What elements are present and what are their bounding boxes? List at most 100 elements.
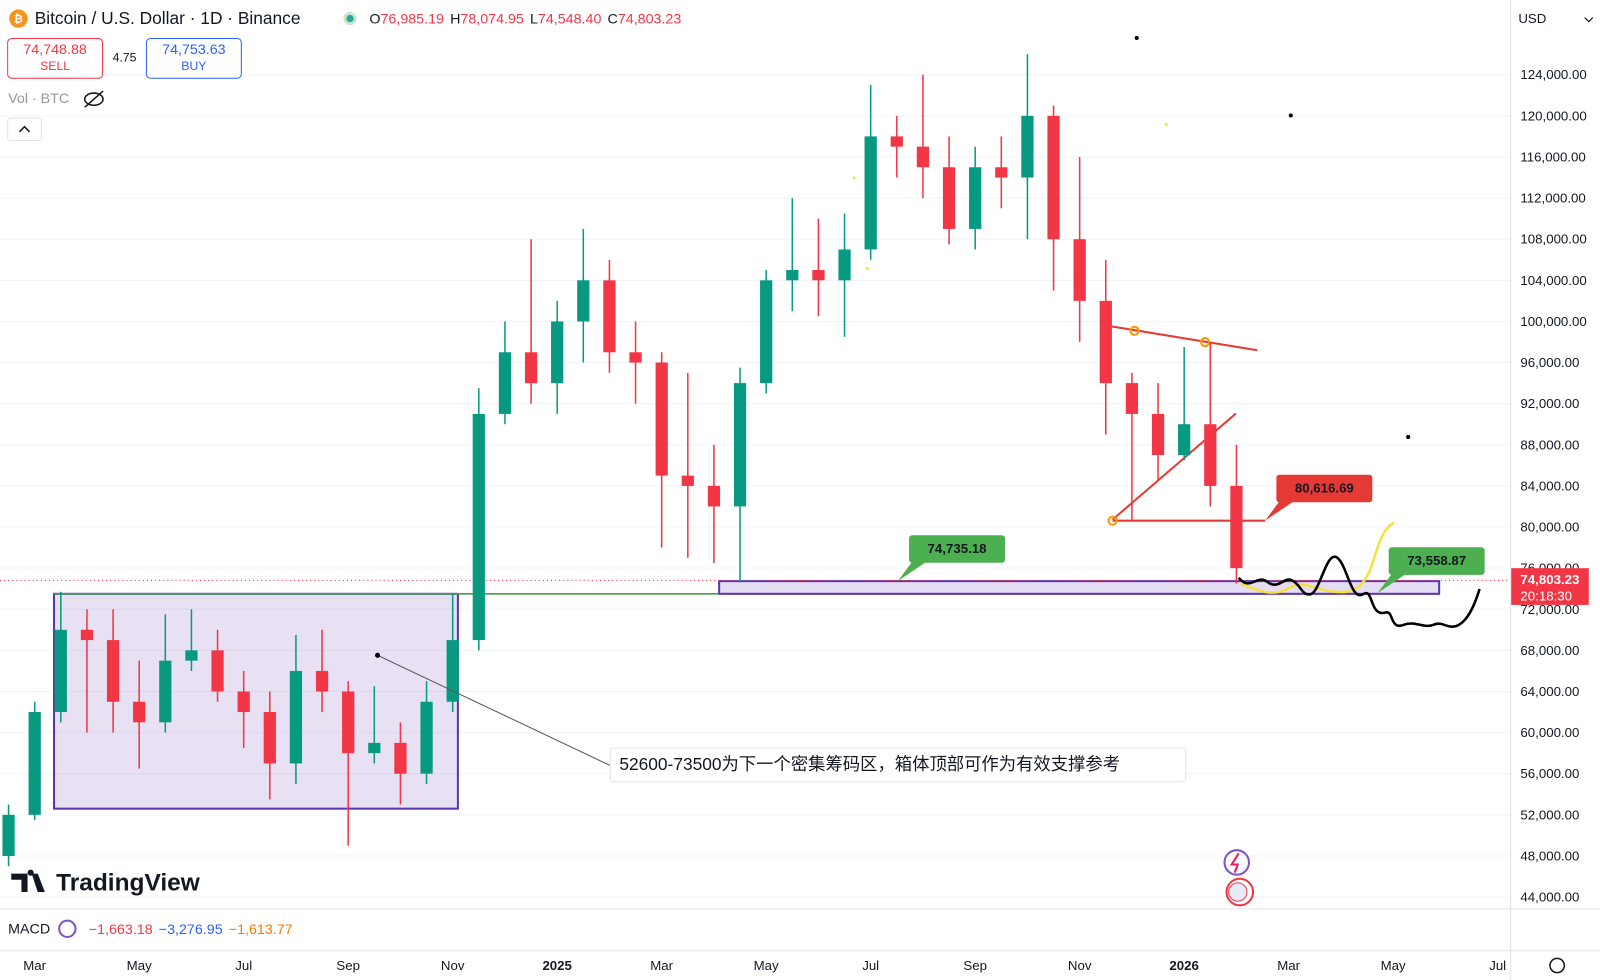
annotation-layer: 74,735.18 80,616.69 73,558.87 (0, 324, 1511, 810)
sell-price: 74,748.88 (23, 42, 87, 58)
dot (1164, 123, 1168, 127)
callout-box (909, 535, 1005, 563)
symbol[interactable]: Bitcoin / U.S. Dollar · 1D · Binance (35, 8, 301, 28)
ohlc-value: 78,074.95 (460, 11, 524, 27)
x-tick-label: May (127, 958, 152, 973)
callout-box (1388, 547, 1485, 575)
candle-body (1151, 413, 1165, 456)
candle-body (1178, 424, 1191, 456)
x-tick-label: 2026 (1169, 958, 1198, 973)
candle-body (342, 691, 355, 754)
candle-body (133, 701, 146, 723)
widget-icons[interactable] (1223, 849, 1255, 907)
ohlc-value: 76,985.19 (380, 11, 444, 27)
y-tick-label: 116,000.00 (1520, 149, 1585, 164)
callout-label: 74,735.18 (928, 541, 987, 556)
macd-value: −1,663.18 (89, 922, 153, 938)
x-tick-label: Sep (336, 958, 360, 973)
candle-body (942, 167, 956, 229)
dot (1134, 35, 1139, 40)
candle-body (655, 362, 668, 476)
macd-values: −1,663.18 −3,276.95 −1,613.77 (89, 922, 293, 938)
candle-body (159, 660, 172, 723)
x-tick-label: Nov (1068, 958, 1092, 973)
note-text: 52600-73500为下一个密集筹码区，箱体顶部可作为有效支撑参考 (619, 754, 1120, 774)
pivot (1199, 336, 1211, 348)
x-tick-label: Nov (441, 958, 465, 973)
collapse-button[interactable] (7, 117, 42, 142)
dot (865, 267, 869, 271)
candle-body (289, 670, 303, 764)
candle-body (1099, 300, 1112, 384)
y-tick-label: 72,000.00 (1520, 602, 1579, 617)
y-tick-label: 64,000.00 (1520, 684, 1579, 699)
candle-body (838, 249, 851, 281)
collapse-icon (18, 125, 31, 133)
candle-body (1047, 115, 1060, 240)
macd-icon (58, 919, 77, 938)
note-box (609, 747, 1187, 783)
candle-body (733, 383, 747, 507)
projection-black (1237, 555, 1481, 628)
hide-icon[interactable] (83, 90, 104, 108)
y-tick-label: 88,000.00 (1520, 437, 1579, 452)
settings-icon[interactable] (1549, 957, 1566, 974)
candle-body (368, 742, 381, 754)
candle-body (1230, 485, 1243, 569)
candle-body (812, 270, 825, 281)
note-anchor (375, 652, 381, 658)
sell-button[interactable] (7, 37, 104, 79)
y-tick-label: 84,000.00 (1520, 478, 1579, 493)
y-tick-label: 68,000.00 (1520, 643, 1579, 658)
candle-body (106, 640, 120, 702)
pivot (1107, 515, 1118, 526)
currency-select[interactable] (1512, 2, 1598, 35)
current-price-label: 74,803.23 (1520, 572, 1579, 587)
y-tick-label: 108,000.00 (1520, 232, 1586, 247)
candle-body (1073, 239, 1086, 301)
candle-body (28, 712, 41, 815)
pivot (1129, 325, 1140, 336)
y-tick-label: 52,000.00 (1520, 807, 1579, 822)
x-tick-label: Jul (1489, 958, 1506, 973)
x-tick-label: Mar (650, 958, 673, 973)
ohlc-value: 74,548.40 (538, 11, 602, 27)
candle-body (1125, 383, 1139, 414)
candle-body (263, 712, 276, 764)
macd-value: −1,613.77 (229, 922, 293, 938)
grid-layer (0, 74, 1511, 898)
candle-body (786, 270, 799, 281)
macd-value: −3,276.95 (159, 922, 223, 938)
x-tick-label: Jul (235, 958, 252, 973)
x-tick-label: May (754, 958, 779, 973)
candle-body (80, 629, 94, 641)
y-tick-label: 60,000.00 (1520, 725, 1579, 740)
candle-body (472, 413, 485, 641)
note-leader (377, 654, 611, 766)
current-price-badge (1511, 568, 1589, 605)
dot (1406, 434, 1411, 439)
y-tick-label: 92,000.00 (1520, 396, 1579, 411)
candle-body (394, 742, 407, 774)
axis-layer: 44,000.00 48,000.00 52,000.00 56,000.00 60,0… (23, 67, 1589, 973)
buy-button[interactable] (145, 37, 242, 79)
x-tick-label: May (1381, 958, 1406, 973)
candle-body (995, 167, 1008, 178)
projection-yellow (1240, 521, 1395, 594)
callout-pointer (1265, 501, 1294, 521)
countdown: 20:18:30 (1520, 588, 1572, 603)
btc-icon (9, 9, 28, 28)
ohlc-key: O (369, 11, 380, 27)
candle-body (2, 814, 15, 856)
y-tick-label: 44,000.00 (1520, 890, 1579, 905)
buy-label: BUY (181, 59, 206, 73)
callout-label: 73,558.87 (1407, 553, 1466, 568)
x-tick-label: Mar (23, 958, 46, 973)
dot (1288, 113, 1293, 118)
candle-body (54, 629, 67, 713)
y-tick-label: 100,000.00 (1520, 314, 1586, 329)
ohlc-key: L (530, 11, 538, 27)
candle-body (498, 352, 512, 414)
ohlc-key: H (450, 11, 460, 27)
candle-body (629, 352, 642, 363)
